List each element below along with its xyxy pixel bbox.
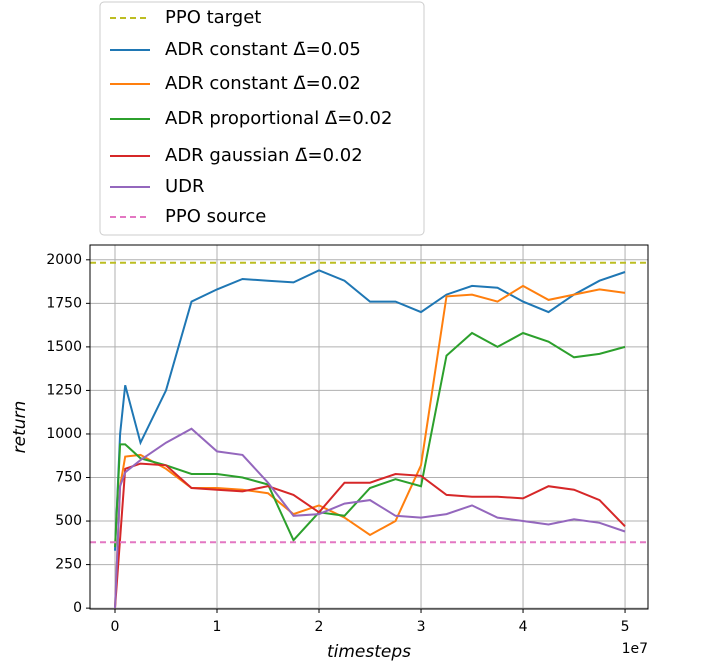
y-tick-label: 0 (73, 600, 82, 616)
legend-label: UDR (165, 176, 205, 197)
series-line (114, 462, 626, 609)
series-line (114, 269, 626, 551)
series-line (114, 284, 626, 609)
x-tick-label: 3 (417, 619, 426, 635)
y-tick-label: 1750 (46, 295, 82, 311)
legend-label: PPO source (165, 206, 266, 227)
plot-frame (89, 244, 649, 610)
legend-label: ADR constant Δ̄=0.02 (165, 73, 361, 94)
y-tick-label: 500 (55, 513, 82, 529)
legend-label: PPO target (165, 7, 261, 28)
x-axis-label: timesteps (327, 642, 411, 662)
x-tick-label: 0 (111, 619, 120, 635)
y-tick-label: 250 (55, 557, 82, 573)
legend-label: ADR constant Δ̄=0.05 (165, 39, 361, 60)
y-tick-label: 2000 (46, 252, 82, 268)
series-line (114, 331, 626, 548)
x-tick-label: 4 (519, 619, 528, 635)
x-tick-label: 1 (213, 619, 222, 635)
legend-label: ADR gaussian Δ̄=0.02 (165, 145, 363, 166)
series-line (114, 427, 626, 609)
y-tick-label: 1500 (46, 339, 82, 355)
y-tick-label: 1250 (46, 382, 82, 398)
y-tick-label: 750 (55, 470, 82, 486)
legend-box (99, 1, 425, 236)
x-offset-label: 1e7 (622, 641, 648, 657)
y-axis-label: return (10, 401, 30, 454)
x-tick-label: 2 (315, 619, 324, 635)
legend-label: ADR proportional Δ̄=0.02 (165, 108, 392, 129)
y-tick-label: 1000 (46, 426, 82, 442)
x-tick-label: 5 (621, 619, 630, 635)
